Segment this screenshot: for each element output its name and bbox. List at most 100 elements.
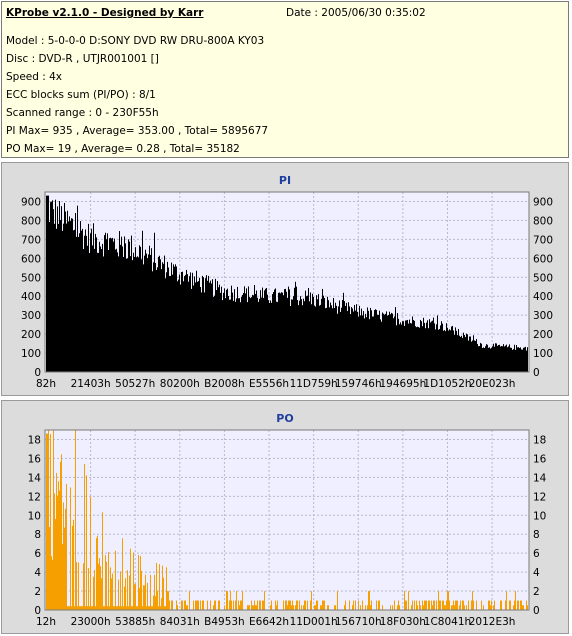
y-tick-label-left: 0 — [34, 367, 41, 379]
data-column — [251, 297, 252, 372]
data-column — [367, 605, 368, 610]
data-column — [119, 606, 120, 610]
data-column — [391, 312, 392, 372]
data-column — [328, 300, 329, 372]
data-column — [95, 233, 96, 372]
data-column — [160, 606, 161, 610]
data-column — [451, 326, 452, 372]
data-column — [318, 294, 319, 372]
y-tick-label-left: 100 — [21, 348, 41, 360]
data-column — [161, 269, 162, 372]
data-column — [366, 317, 367, 372]
data-column — [426, 600, 427, 610]
data-column — [329, 307, 330, 372]
data-column — [527, 605, 528, 610]
data-column — [165, 606, 166, 610]
data-column — [197, 600, 198, 610]
data-column — [221, 286, 222, 372]
data-column — [436, 600, 437, 610]
y-tick-label-left: 2 — [34, 586, 41, 598]
data-column — [392, 313, 393, 372]
data-column — [280, 293, 281, 372]
data-column — [240, 302, 241, 372]
data-column — [356, 304, 357, 372]
data-column — [182, 600, 183, 610]
data-column — [452, 325, 453, 372]
data-column — [108, 552, 109, 610]
data-column — [520, 600, 521, 610]
data-column — [69, 606, 70, 610]
data-column — [163, 577, 164, 610]
data-column — [470, 336, 471, 372]
data-column — [299, 600, 300, 610]
data-column — [59, 490, 60, 610]
data-column — [91, 228, 92, 372]
data-column — [440, 600, 441, 610]
data-column — [96, 237, 97, 372]
data-column — [74, 606, 75, 610]
data-column — [522, 605, 523, 610]
data-column — [342, 300, 343, 372]
data-column — [257, 297, 258, 372]
data-column — [241, 600, 242, 610]
data-column — [274, 289, 275, 372]
data-series — [46, 430, 528, 610]
data-column — [83, 563, 84, 610]
data-column — [310, 600, 311, 610]
data-column — [343, 292, 344, 372]
data-column — [357, 311, 358, 372]
data-column — [321, 605, 322, 610]
data-column — [348, 302, 349, 372]
data-column — [411, 605, 412, 610]
data-column — [419, 600, 420, 610]
data-column — [129, 241, 130, 372]
data-column — [140, 246, 141, 372]
data-column — [128, 606, 129, 610]
data-column — [448, 330, 449, 372]
data-column — [500, 346, 501, 372]
data-column — [112, 573, 113, 610]
data-column — [132, 606, 133, 610]
data-column — [52, 200, 53, 372]
data-column — [365, 605, 366, 610]
data-column — [189, 276, 190, 372]
x-tick-label: 84031h — [160, 616, 200, 628]
data-column — [363, 311, 364, 372]
data-column — [98, 563, 99, 610]
data-column — [287, 297, 288, 372]
data-column — [154, 232, 155, 372]
x-tick-label: 194695h — [379, 378, 426, 390]
data-column — [297, 300, 298, 372]
x-tick-label: 21403h — [71, 378, 111, 390]
data-column — [488, 347, 489, 372]
x-tick-label: 11D759h — [290, 378, 338, 390]
data-column — [141, 259, 142, 372]
data-column — [447, 327, 448, 372]
data-column — [474, 340, 475, 372]
data-column — [71, 218, 72, 372]
data-column — [159, 255, 160, 372]
data-column — [400, 322, 401, 372]
data-column — [148, 606, 149, 610]
data-column — [516, 345, 517, 372]
data-column — [94, 248, 95, 372]
data-column — [410, 323, 411, 372]
y-tick-label-left: 18 — [28, 434, 41, 446]
x-tick-label: 82h — [36, 378, 56, 390]
data-column — [435, 329, 436, 372]
data-column — [95, 606, 96, 610]
data-column — [106, 239, 107, 372]
data-column — [379, 600, 380, 610]
data-column — [236, 298, 237, 372]
data-column — [104, 606, 105, 610]
data-column — [143, 585, 144, 610]
data-column — [249, 605, 250, 610]
data-column — [99, 558, 100, 610]
data-column — [361, 308, 362, 372]
chart-title: PO — [276, 412, 293, 425]
data-column — [335, 302, 336, 372]
data-column — [477, 343, 478, 372]
data-column — [198, 281, 199, 372]
data-column — [476, 339, 477, 372]
data-column — [202, 600, 203, 610]
